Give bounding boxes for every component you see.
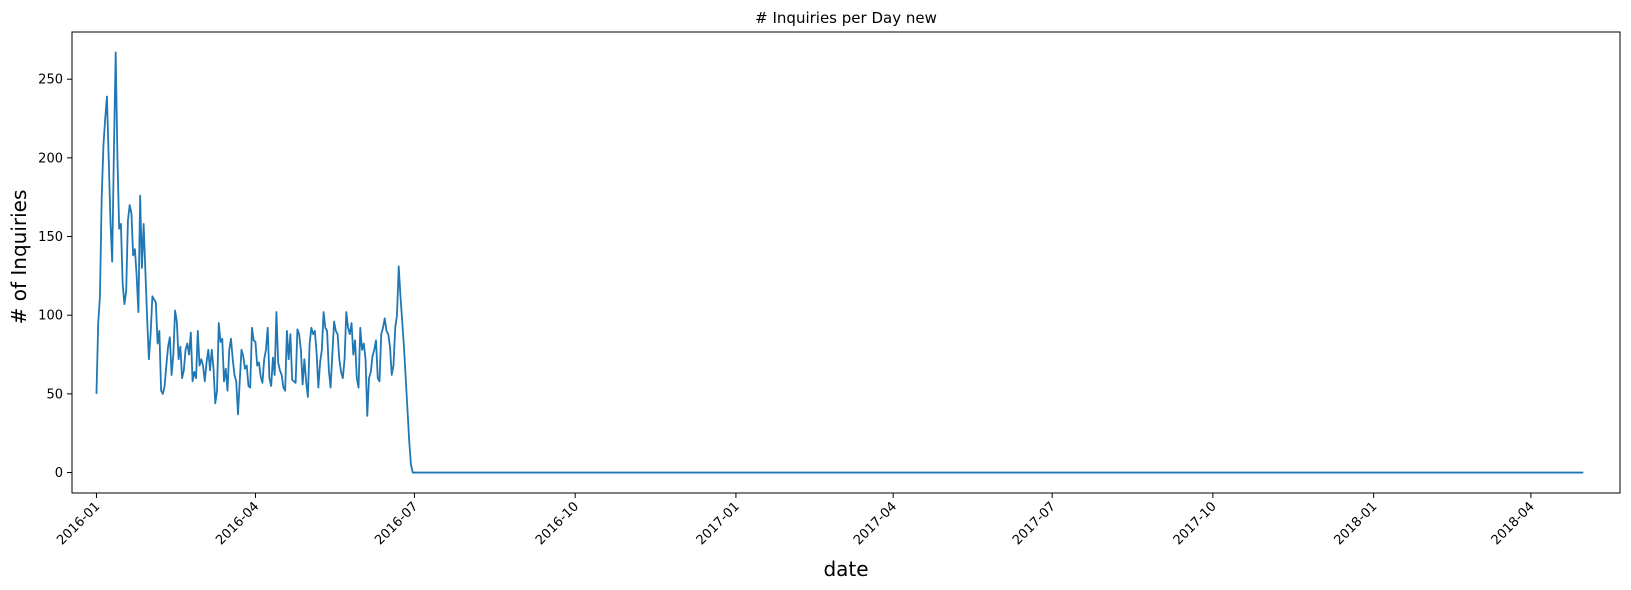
plot-frame — [71, 31, 1621, 494]
x-tick-label: 2018-04 — [1489, 499, 1538, 548]
x-tick-label: 2017-01 — [694, 499, 743, 548]
x-tick-label: 2017-04 — [851, 499, 900, 548]
y-tick-label: 250 — [38, 73, 63, 88]
series-line-0 — [95, 51, 1584, 474]
x-tick-label: 2017-10 — [1171, 499, 1220, 548]
axes: 0 50 100 150 200 250 2016-01 2016-04 2016-07 2016… — [38, 31, 1621, 548]
y-tick-label: 150 — [38, 230, 63, 245]
x-tick-label: 2017-07 — [1010, 499, 1059, 548]
y-tick-label: 0 — [55, 466, 63, 481]
x-tick-label: 2016-07 — [372, 499, 421, 548]
y-axis-title: # of Inquiries — [7, 190, 31, 325]
x-tick-label: 2018-01 — [1331, 499, 1380, 548]
x-axis-title: date — [823, 557, 868, 581]
plot-area — [95, 51, 1584, 474]
chart-title: # Inquiries per Day new — [755, 9, 937, 27]
x-tick-label: 2016-04 — [213, 499, 262, 548]
y-tick-label: 200 — [38, 151, 63, 166]
x-tick-label: 2016-10 — [533, 499, 582, 548]
y-tick-label: 50 — [46, 387, 63, 402]
y-tick-label: 100 — [38, 309, 63, 324]
x-tick-label: 2016-01 — [54, 499, 103, 548]
